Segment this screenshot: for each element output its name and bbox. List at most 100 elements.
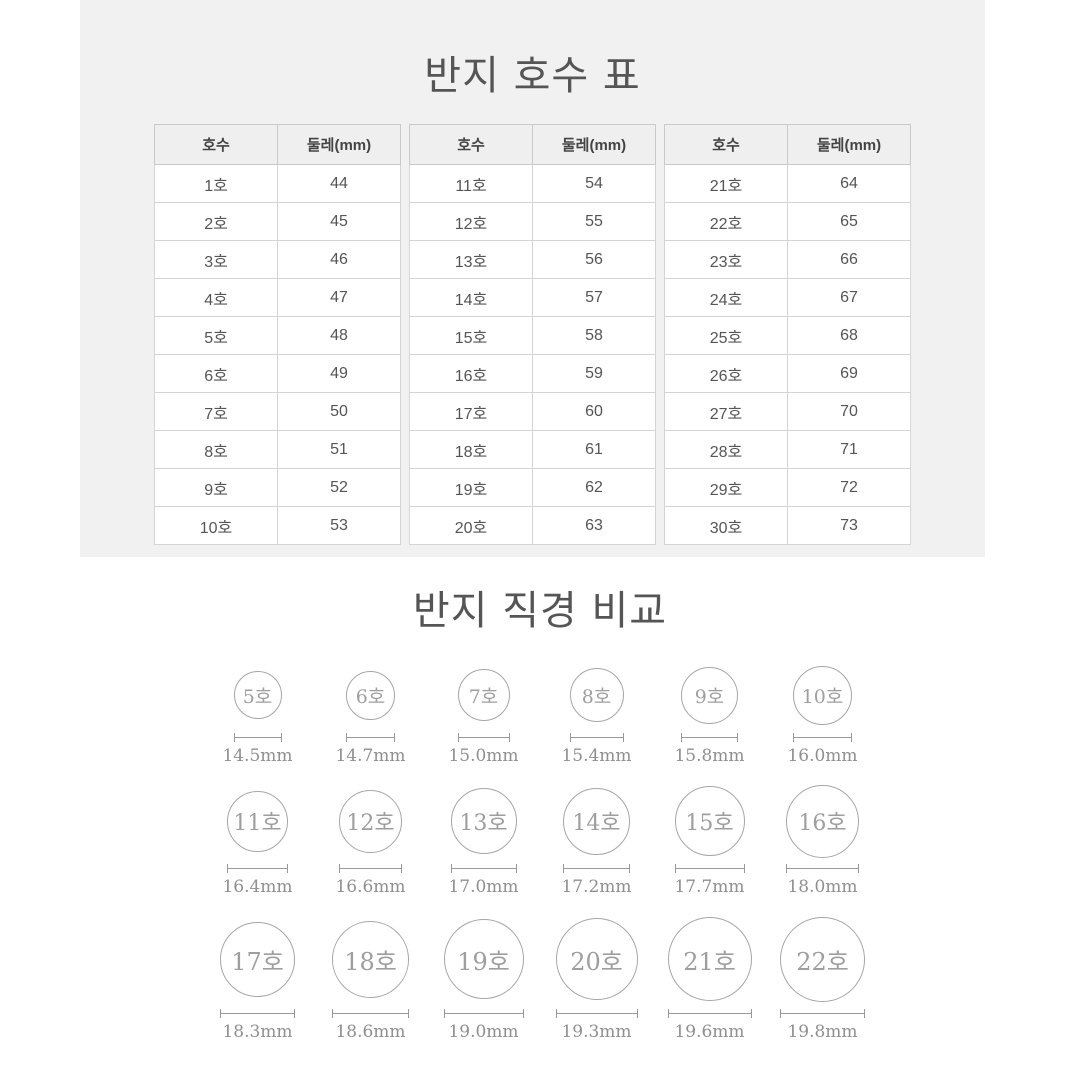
column-header: 호수 — [409, 124, 533, 165]
ring-row-3: 17호 18.3mm 18호 18.6mm 19호 19.0mm 20호 19.3mm 21호 1… — [0, 913, 1080, 1042]
ring-circle-area: 14호 — [563, 782, 630, 860]
ring-size-item: 15호 17.7mm — [653, 782, 766, 897]
ring-size-item: 14호 17.2mm — [540, 782, 653, 897]
ring-circle: 14호 — [563, 787, 630, 855]
circumference-cell: 55 — [532, 202, 656, 241]
ring-circle: 11호 — [227, 790, 288, 852]
ring-circle: 5호 — [233, 671, 282, 719]
table-row: 14호 57 — [409, 278, 656, 317]
diameter-comparison-title: 반지 직경 비교 — [412, 588, 668, 634]
diameter-value: 16.6mm — [335, 877, 406, 897]
diameter-value: 17.2mm — [561, 877, 632, 897]
diameter-value: 16.0mm — [787, 746, 858, 766]
ring-size-item: 22호 19.8mm — [766, 913, 879, 1042]
circumference-cell: 57 — [532, 278, 656, 317]
size-cell: 15호 — [409, 316, 533, 355]
ring-size-item: 13호 17.0mm — [427, 782, 540, 897]
ring-size-label: 17호 — [231, 947, 284, 976]
table-row: 16호 59 — [409, 354, 656, 393]
diameter-value: 19.0mm — [448, 1022, 519, 1042]
size-table-title: 반지 호수 표 — [424, 53, 641, 99]
ring-circle: 7호 — [457, 669, 510, 721]
size-cell: 10호 — [154, 506, 278, 545]
ring-circle: 22호 — [780, 916, 865, 1002]
ring-circle: 8호 — [569, 668, 624, 722]
diameter-measure-line — [674, 864, 745, 873]
diameter-measure-line — [780, 1009, 865, 1018]
ring-circle-area: 20호 — [555, 913, 638, 1005]
diameter-measure-line — [793, 733, 852, 742]
ring-size-item: 8호 15.4mm — [540, 661, 653, 766]
ring-circle: 16호 — [786, 784, 859, 858]
table-row: 27호 70 — [664, 392, 911, 431]
circumference-cell: 44 — [277, 164, 401, 203]
table-row: 3호 46 — [154, 240, 401, 279]
size-cell: 5호 — [154, 316, 278, 355]
ring-size-table-section: 반지 호수 표 호수 둘레(mm) 1호 44 2호 45 3호 46 4호 47 5호 48 6호 49… — [80, 0, 985, 557]
ring-size-item: 18호 18.6mm — [314, 913, 427, 1042]
ring-size-label: 11호 — [233, 811, 282, 836]
ring-size-label: 22호 — [796, 947, 849, 976]
table-row: 4호 47 — [154, 278, 401, 317]
table-row: 19호 62 — [409, 468, 656, 507]
table-row: 28호 71 — [664, 430, 911, 469]
size-cell: 6호 — [154, 354, 278, 393]
ring-size-item: 9호 15.8mm — [653, 661, 766, 766]
ring-size-label: 21호 — [683, 947, 736, 976]
column-header: 호수 — [154, 124, 278, 165]
ring-circle-area: 9호 — [681, 661, 738, 729]
circumference-cell: 50 — [277, 392, 401, 431]
ring-circle: 12호 — [339, 789, 402, 853]
diameter-measure-line — [227, 864, 288, 873]
size-cell: 4호 — [154, 278, 278, 317]
table-row: 5호 48 — [154, 316, 401, 355]
ring-circle-area: 7호 — [457, 661, 510, 729]
ring-size-table-1: 호수 둘레(mm) 1호 44 2호 45 3호 46 4호 47 5호 48 6호 49 7호 50 8호 51… — [154, 124, 401, 545]
ring-circle: 20호 — [555, 918, 638, 1000]
ring-size-label: 14호 — [572, 811, 621, 836]
ring-row-2: 11호 16.4mm 12호 16.6mm 13호 17.0mm 14호 17.2mm 15호 1… — [0, 782, 1080, 897]
ring-size-item: 5호 14.5mm — [201, 661, 314, 766]
ring-size-table-3: 호수 둘레(mm) 21호 64 22호 65 23호 66 24호 67 25호 68 26호 69 27… — [664, 124, 911, 545]
size-cell: 14호 — [409, 278, 533, 317]
ring-circle-area: 18호 — [332, 913, 409, 1005]
diameter-measure-line — [555, 1009, 638, 1018]
header-row: 호수 둘레(mm) — [154, 124, 401, 165]
size-cell: 16호 — [409, 354, 533, 393]
size-cell: 21호 — [664, 164, 788, 203]
ring-circle-area: 6호 — [346, 661, 395, 729]
ring-circle-area: 17호 — [220, 913, 295, 1005]
circumference-cell: 59 — [532, 354, 656, 393]
table-row: 8호 51 — [154, 430, 401, 469]
header-row: 호수 둘레(mm) — [664, 124, 911, 165]
circumference-cell: 60 — [532, 392, 656, 431]
table-row: 23호 66 — [664, 240, 911, 279]
circumference-cell: 56 — [532, 240, 656, 279]
ring-circle: 15호 — [674, 786, 745, 856]
ring-circle-area: 15호 — [674, 782, 745, 860]
ring-size-label: 18호 — [344, 947, 397, 976]
ring-circle-area: 10호 — [793, 661, 852, 729]
ring-size-label: 12호 — [346, 811, 395, 836]
circumference-cell: 65 — [787, 202, 911, 241]
ring-size-label: 13호 — [459, 811, 508, 836]
ring-circle: 21호 — [667, 917, 752, 1001]
size-cell: 17호 — [409, 392, 533, 431]
diameter-value: 19.8mm — [787, 1022, 858, 1042]
diameter-value: 16.4mm — [222, 877, 293, 897]
table-row: 10호 53 — [154, 506, 401, 545]
ring-circle-area: 11호 — [227, 782, 288, 860]
ring-row-1: 5호 14.5mm 6호 14.7mm 7호 15.0mm 8호 15.4mm 9호 15.8mm… — [0, 661, 1080, 766]
diameter-value: 18.0mm — [787, 877, 858, 897]
circumference-cell: 68 — [787, 316, 911, 355]
diameter-measure-line — [346, 733, 395, 742]
size-cell: 26호 — [664, 354, 788, 393]
table-row: 6호 49 — [154, 354, 401, 393]
circumference-cell: 70 — [787, 392, 911, 431]
diameter-value: 19.6mm — [674, 1022, 745, 1042]
size-cell: 3호 — [154, 240, 278, 279]
diameter-measure-line — [786, 864, 859, 873]
table-row: 15호 58 — [409, 316, 656, 355]
circumference-cell: 61 — [532, 430, 656, 469]
size-cell: 7호 — [154, 392, 278, 431]
